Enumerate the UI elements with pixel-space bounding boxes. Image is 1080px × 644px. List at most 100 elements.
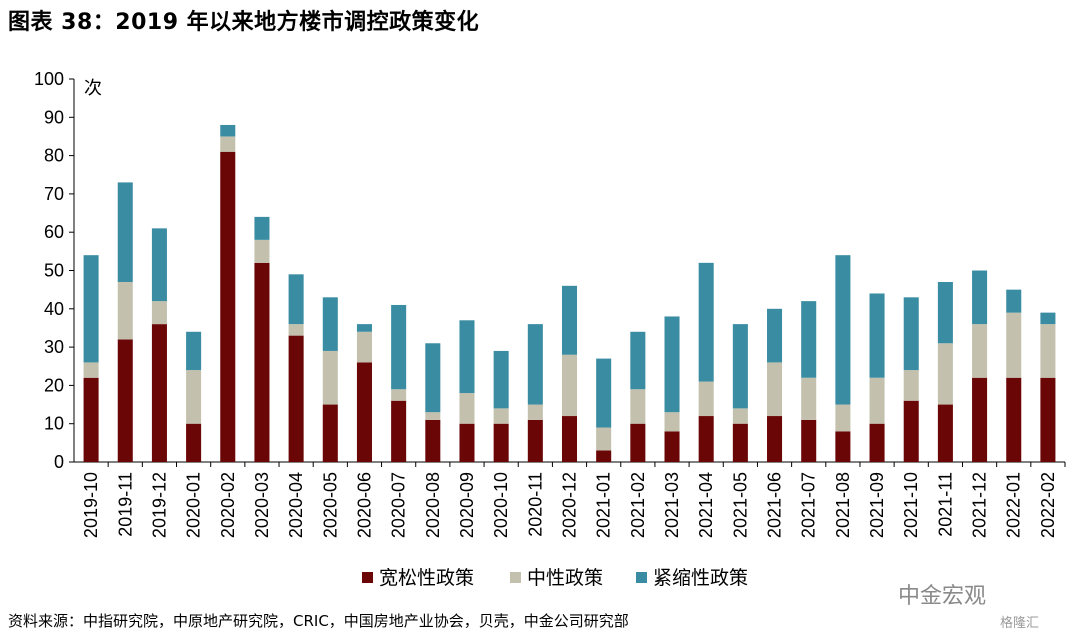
bar-segment <box>972 270 988 325</box>
bar-segment <box>903 297 919 371</box>
x-tick-label: 2021-12 <box>970 472 990 538</box>
bar-segment <box>869 423 885 462</box>
x-tick-label: 2021-06 <box>765 472 785 538</box>
bar-segment <box>732 324 748 409</box>
bar-segment <box>459 320 475 394</box>
bar-segment <box>425 412 441 420</box>
bar-segment <box>322 297 338 351</box>
y-tick-label: 40 <box>44 299 64 319</box>
y-tick-label: 20 <box>44 375 64 395</box>
bar-segment <box>425 343 441 413</box>
bar-segment <box>767 416 783 462</box>
page-title: 图表 38：2019 年以来地方楼市调控政策变化 <box>8 10 480 35</box>
bar-segment <box>220 151 236 462</box>
x-tick-label: 2021-07 <box>799 472 819 538</box>
source-note: 资料来源：中指研究院，中原地产研究院，CRIC，中国房地产业协会，贝壳，中金公司… <box>8 612 629 630</box>
bar-segment <box>459 423 475 462</box>
x-tick-label: 2020-07 <box>389 472 409 538</box>
bar-segment <box>254 216 270 240</box>
x-tick-label: 2021-11 <box>935 472 955 537</box>
bar-segment <box>698 262 714 382</box>
legend-label: 宽松性政策 <box>379 567 474 589</box>
bar-segment <box>630 389 646 424</box>
x-tick-label: 2020-09 <box>457 472 477 538</box>
bar-segment <box>83 362 99 378</box>
bar-segment <box>322 404 338 462</box>
y-tick-label: 70 <box>44 184 64 204</box>
x-tick-label: 2022-01 <box>1004 472 1024 538</box>
bar-segment <box>801 301 817 378</box>
bar-segment <box>1006 377 1022 462</box>
bar-segment <box>151 324 167 462</box>
legend-swatch <box>636 572 647 583</box>
bar-segment <box>1040 324 1056 378</box>
bar-segment <box>801 419 817 462</box>
bar-segment <box>1040 312 1056 325</box>
bar-segment <box>1006 289 1022 313</box>
legend-label: 中性政策 <box>527 567 603 589</box>
bar-segment <box>391 400 407 462</box>
bar-segment <box>1040 377 1056 462</box>
bar-segment <box>151 228 167 302</box>
bar-segment <box>493 408 509 424</box>
bar-segment <box>459 393 475 424</box>
bar-segment <box>869 293 885 378</box>
bar-segment <box>835 431 851 462</box>
x-tick-label: 2021-09 <box>867 472 887 538</box>
x-tick-label: 2021-04 <box>696 472 716 538</box>
y-tick-label: 0 <box>54 452 64 472</box>
bar-segment <box>151 301 167 325</box>
x-tick-label: 2020-04 <box>286 472 306 538</box>
bar-segment <box>664 412 680 432</box>
x-tick-label: 2020-06 <box>354 472 374 538</box>
bar-segment <box>391 304 407 390</box>
y-tick-label: 30 <box>44 337 64 357</box>
bar-segment <box>664 431 680 462</box>
x-tick-label: 2021-01 <box>594 472 614 538</box>
x-tick-label: 2021-02 <box>628 472 648 538</box>
legend-swatch <box>362 572 373 583</box>
bar-segment <box>937 343 953 405</box>
bar-segment <box>356 362 372 462</box>
y-tick-label: 80 <box>44 146 64 166</box>
x-tick-label: 2020-12 <box>560 472 580 538</box>
bar-segment <box>186 423 202 462</box>
bar-segment <box>425 419 441 462</box>
x-tick-label: 2019-10 <box>81 472 101 538</box>
bar-segment <box>835 404 851 432</box>
bar-segment <box>117 339 133 462</box>
bar-segment <box>972 324 988 378</box>
bar-segment <box>835 255 851 405</box>
bar-segment <box>254 262 270 462</box>
bar-segment <box>732 408 748 424</box>
bar-segment <box>937 404 953 462</box>
x-tick-label: 2020-05 <box>320 472 340 538</box>
x-tick-label: 2019-11 <box>115 472 135 537</box>
watermark-logo: 中金宏观 <box>898 584 987 609</box>
bar-segment <box>83 377 99 462</box>
x-tick-label: 2020-01 <box>184 472 204 538</box>
legend-label: 紧缩性政策 <box>653 567 748 589</box>
bar-segment <box>596 450 612 462</box>
x-tick-label: 2020-08 <box>423 472 443 538</box>
x-tick-label: 2021-10 <box>901 472 921 538</box>
x-tick-label: 2020-10 <box>491 472 511 538</box>
y-axis-unit-label: 次 <box>84 78 102 98</box>
bar-segment <box>527 324 543 405</box>
y-tick-label: 10 <box>44 414 64 434</box>
bar-segment <box>527 404 543 420</box>
bar-segment <box>356 331 372 363</box>
bar-segment <box>527 419 543 462</box>
bar-segment <box>220 136 236 152</box>
bar-segment <box>117 281 133 340</box>
bar-segment <box>630 331 646 390</box>
bar-segment <box>972 377 988 462</box>
bar-segment <box>903 370 919 401</box>
legend-swatch <box>510 572 521 583</box>
bar-segment <box>186 370 202 424</box>
bar-segment <box>698 416 714 462</box>
x-tick-label: 2021-05 <box>730 472 750 538</box>
bar-segment <box>698 381 714 417</box>
